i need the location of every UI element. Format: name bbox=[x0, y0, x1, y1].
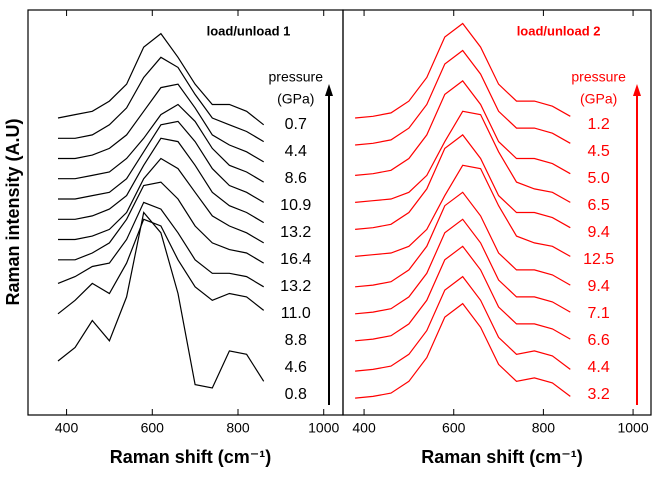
series-label: 13.2 bbox=[280, 278, 311, 295]
x-tick-label: 400 bbox=[55, 420, 79, 436]
x-tick-label: 600 bbox=[141, 420, 165, 436]
annotation: pressure bbox=[269, 69, 324, 85]
series-label: 1.2 bbox=[588, 116, 610, 133]
annotation: pressure bbox=[571, 69, 626, 85]
spectrum-line bbox=[355, 22, 571, 119]
x-axis-label: Raman shift (cm⁻¹) bbox=[110, 447, 272, 467]
x-tick-label: 800 bbox=[226, 420, 250, 436]
spectrum-line bbox=[355, 191, 571, 288]
x-tick-label: 600 bbox=[442, 420, 466, 436]
spectrum-line bbox=[57, 211, 265, 389]
series-label: 8.6 bbox=[285, 170, 307, 187]
series-label: 4.6 bbox=[285, 359, 307, 376]
spectrum-line bbox=[58, 120, 265, 203]
spectrum-line bbox=[58, 103, 265, 183]
series-label: 13.2 bbox=[280, 224, 311, 241]
series-label: 7.1 bbox=[588, 305, 610, 322]
spectrum-line bbox=[57, 201, 265, 288]
series-label: 16.4 bbox=[280, 251, 311, 268]
x-tick-label: 1000 bbox=[617, 420, 648, 436]
spectrum-line bbox=[57, 218, 265, 315]
arrow-head bbox=[325, 84, 333, 96]
spectrum-line bbox=[355, 245, 571, 342]
series-label: 10.9 bbox=[280, 197, 311, 214]
plot-frame bbox=[342, 9, 652, 416]
spectrum-line bbox=[355, 134, 571, 230]
x-axis-label: Raman shift (cm⁻¹) bbox=[421, 447, 583, 467]
spectrum-line bbox=[355, 110, 571, 203]
series-label: 4.4 bbox=[588, 359, 610, 376]
spectrum-line bbox=[355, 164, 571, 257]
series-label: 8.8 bbox=[285, 332, 307, 349]
series-label: 0.8 bbox=[285, 386, 307, 403]
spectrum-line bbox=[58, 83, 265, 163]
series-label: 6.6 bbox=[588, 332, 610, 349]
spectrum-line bbox=[355, 49, 571, 146]
spectrum-line bbox=[355, 218, 571, 315]
series-label: 4.5 bbox=[588, 143, 610, 160]
spectrum-line bbox=[58, 137, 265, 224]
x-tick-label: 1000 bbox=[308, 420, 339, 436]
series-label: 11.0 bbox=[281, 305, 311, 322]
spectrum-line bbox=[58, 181, 265, 264]
x-tick-label: 800 bbox=[532, 420, 556, 436]
chart-title: load/unload 1 bbox=[207, 23, 291, 38]
spectrum-line bbox=[355, 275, 571, 372]
annotation: (GPa) bbox=[277, 91, 314, 107]
series-label: 3.2 bbox=[588, 386, 610, 403]
series-label: 9.4 bbox=[588, 224, 610, 241]
series-label: 0.7 bbox=[285, 116, 307, 133]
y-axis-label: Raman intensity (A.U) bbox=[3, 118, 23, 305]
spectrum-line bbox=[355, 80, 571, 176]
series-label: 9.4 bbox=[588, 278, 610, 295]
annotation: (GPa) bbox=[580, 91, 617, 107]
spectrum-line bbox=[58, 157, 265, 244]
arrow-head bbox=[633, 84, 641, 96]
x-tick-label: 400 bbox=[352, 420, 376, 436]
spectrum-line bbox=[57, 32, 265, 126]
series-label: 6.5 bbox=[588, 197, 610, 214]
series-label: 4.4 bbox=[285, 143, 307, 160]
series-label: 12.5 bbox=[583, 251, 614, 268]
spectrum-line bbox=[58, 56, 265, 143]
series-label: 5.0 bbox=[588, 170, 610, 187]
spectrum-line bbox=[355, 302, 571, 399]
chart-title: load/unload 2 bbox=[517, 23, 601, 38]
